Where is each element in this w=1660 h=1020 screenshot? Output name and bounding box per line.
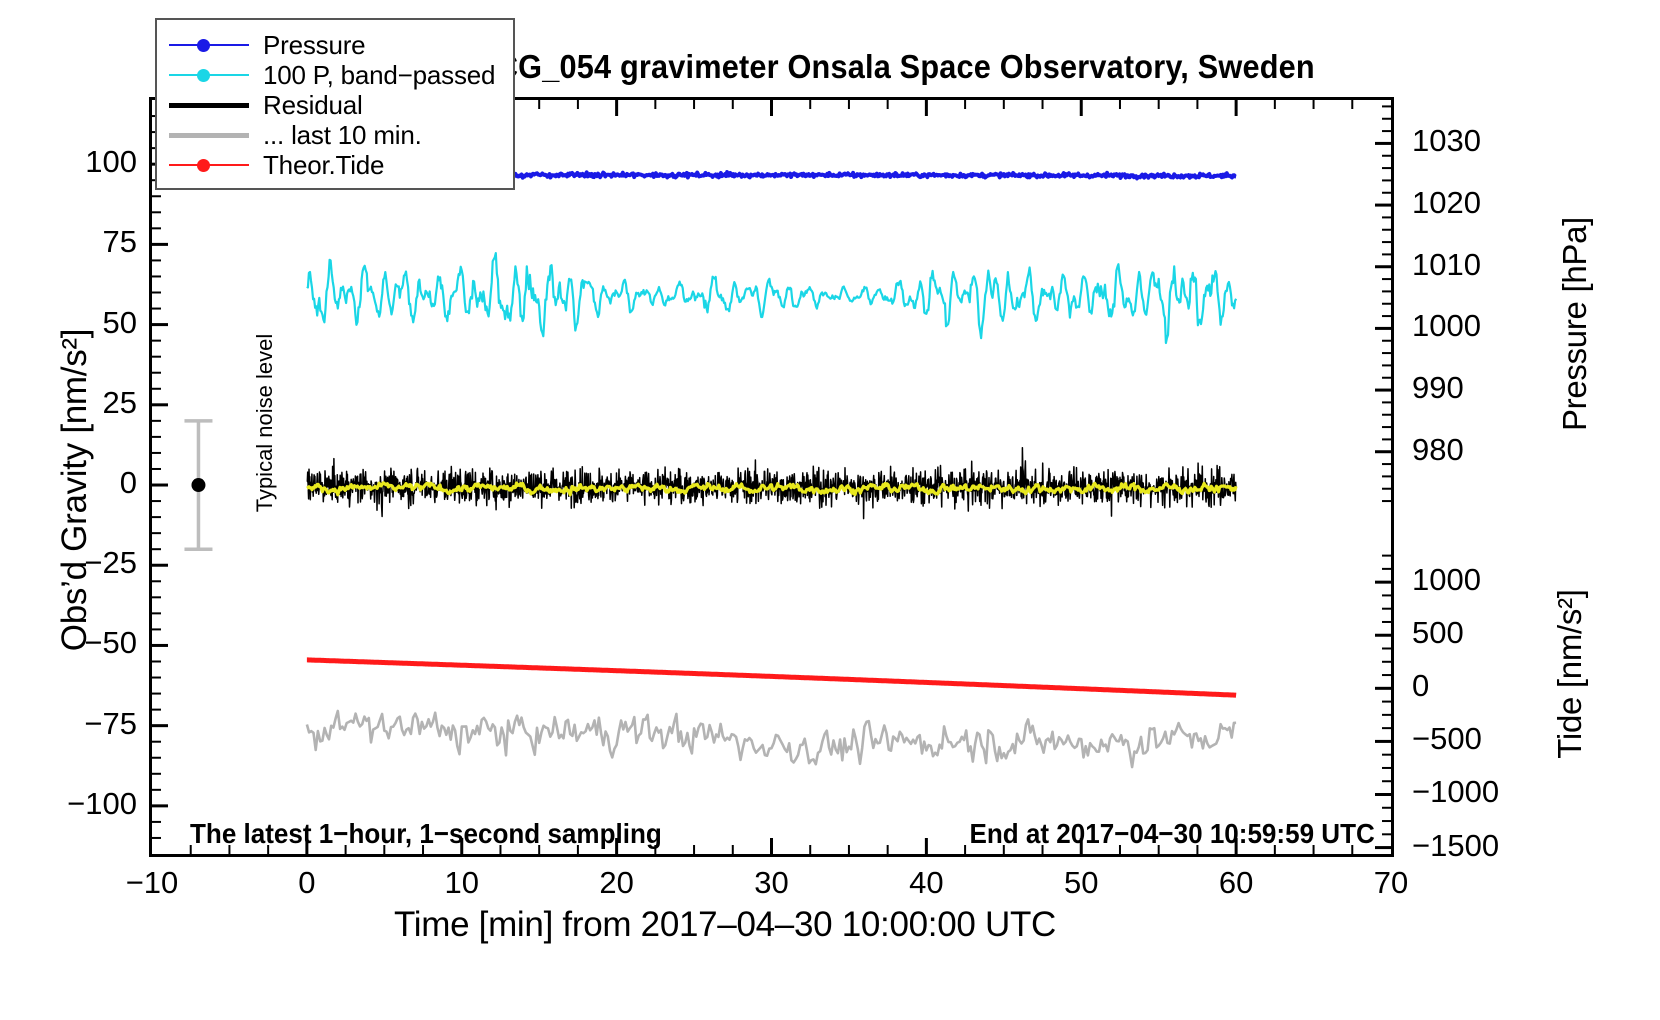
y-tick-label-pressure: 1030 xyxy=(1412,123,1481,159)
y-tick-label-pressure: 980 xyxy=(1412,431,1464,467)
y-tick-label-tide: 500 xyxy=(1412,615,1464,651)
y-tick-label-tide: 0 xyxy=(1412,668,1430,704)
legend-item-residual[interactable]: Residual xyxy=(169,90,501,120)
y-tick-label-pressure: 1000 xyxy=(1412,308,1481,344)
y-tick-label-tide: 1000 xyxy=(1412,562,1481,598)
y-tick-label-pressure: 990 xyxy=(1412,370,1464,406)
x-tick-label: 30 xyxy=(754,865,789,900)
y-tick-label-gravity: −100 xyxy=(67,785,137,821)
y-axis-title-pressure: Pressure [hPa] xyxy=(1556,216,1593,432)
legend-item-pressure[interactable]: Pressure xyxy=(169,30,501,60)
legend-label: Theor.Tide xyxy=(263,149,385,180)
legend-swatch-pressure xyxy=(169,35,249,55)
x-tick-label: 40 xyxy=(909,865,944,900)
y-tick-label-tide: −500 xyxy=(1412,721,1482,757)
y-tick-label-gravity: 25 xyxy=(102,384,137,420)
y-tick-label-gravity: 75 xyxy=(102,224,137,260)
typical-noise-level-label: Typical noise level xyxy=(252,333,277,513)
y-tick-label-gravity: 50 xyxy=(102,304,137,340)
x-tick-label: 20 xyxy=(599,865,634,900)
y-tick-label-gravity: 0 xyxy=(119,465,137,501)
footer-right-caption: End at 2017−04−30 10:59:59 UTC xyxy=(969,818,1375,849)
legend-swatch-residual xyxy=(169,95,249,115)
y-tick-label-gravity: −75 xyxy=(84,705,137,741)
chart-title: SCG_054 gravimeter Onsala Space Observat… xyxy=(475,48,1315,85)
y-tick-label-pressure: 1010 xyxy=(1412,246,1481,282)
legend-label: Pressure xyxy=(263,29,366,60)
y-tick-label-gravity: −25 xyxy=(84,545,137,581)
legend-swatch-last-10-min xyxy=(169,125,249,145)
y-tick-label-gravity: −50 xyxy=(84,625,137,661)
legend-item-theor-tide[interactable]: Theor.Tide xyxy=(169,150,501,180)
y-tick-label-tide: −1000 xyxy=(1412,774,1500,810)
y-tick-label-tide: −1500 xyxy=(1412,827,1500,863)
legend-item-last-10-min[interactable]: ... last 10 min. xyxy=(169,120,501,150)
y-tick-label-pressure: 1020 xyxy=(1412,185,1481,221)
legend-swatch-band-passed xyxy=(169,65,249,85)
x-axis-title: Time [min] from 2017–04–30 10:00:00 UTC xyxy=(393,905,1057,944)
x-tick-label: 0 xyxy=(298,865,316,900)
legend-label: 100 P, band−passed xyxy=(263,59,496,90)
legend-label: ... last 10 min. xyxy=(263,119,422,150)
x-tick-label: 60 xyxy=(1218,865,1254,900)
series-canvas xyxy=(152,100,1391,854)
x-tick-label: 10 xyxy=(444,865,479,900)
plot-area xyxy=(149,97,1394,857)
legend: Pressure 100 P, band−passed Residual ...… xyxy=(155,18,515,190)
footer-left-caption: The latest 1−hour, 1−second sampling xyxy=(190,818,662,849)
x-tick-label: 70 xyxy=(1373,865,1409,900)
y-axis-title-tide: Tide [nm/s²] xyxy=(1551,589,1588,759)
legend-label: Residual xyxy=(263,89,363,120)
legend-item-band-passed[interactable]: 100 P, band−passed xyxy=(169,60,501,90)
y-tick-label-gravity: 100 xyxy=(85,144,137,180)
x-tick-label: −10 xyxy=(125,865,179,900)
legend-swatch-theor-tide xyxy=(169,155,249,175)
x-tick-label: 50 xyxy=(1064,865,1099,900)
